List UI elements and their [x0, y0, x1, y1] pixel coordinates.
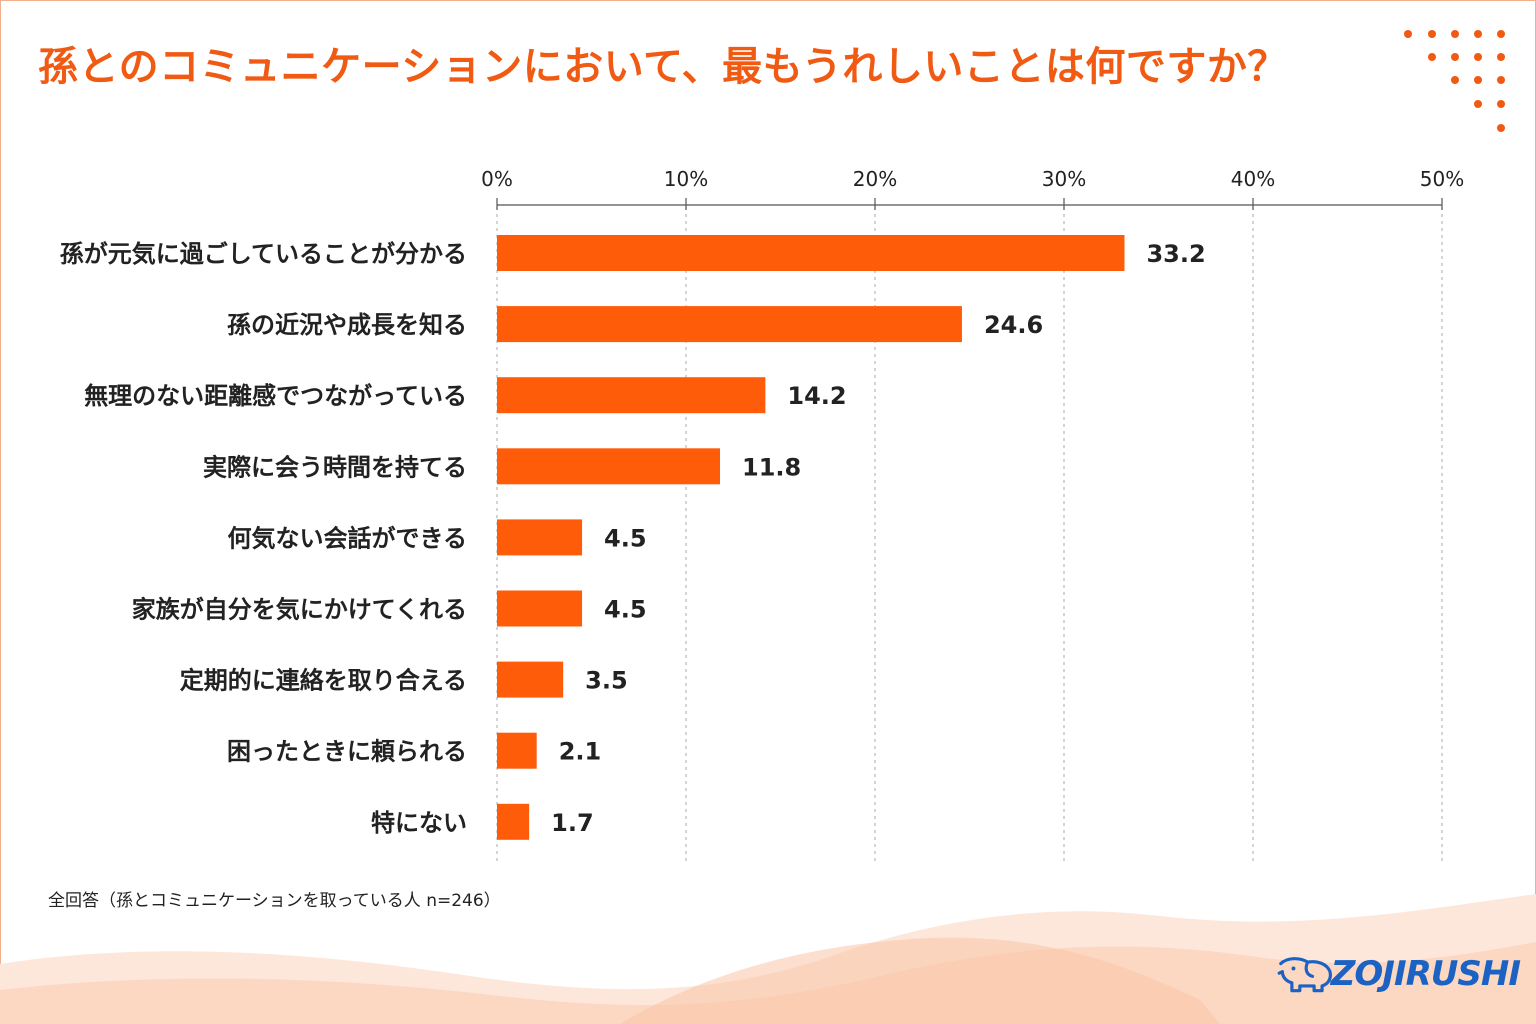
category-label: 実際に会う時間を持てる [203, 453, 467, 481]
x-tick-label: 50% [1420, 167, 1464, 191]
bar-chart: 0% 10% 20% 30% 40% 50% 孫が元気に過ごしていることが分かる 33.2孫… [60, 167, 1464, 862]
category-label: 孫が元気に過ごしていることが分かる [60, 240, 467, 268]
zojirushi-logo: ZOJIRUSHI [1276, 948, 1521, 1000]
bar [497, 803, 530, 840]
decorative-waves [0, 894, 1536, 1024]
x-tick-label: 0% [481, 167, 513, 191]
bar [497, 590, 583, 627]
page-title: 孫とのコミュニケーションにおいて、最もうれしいことは何ですか？ [38, 44, 1288, 90]
data-label: 1.7 [551, 809, 594, 837]
data-label: 14.2 [787, 382, 846, 410]
brand-name: ZOJIRUSHI [1330, 954, 1521, 994]
data-label: 3.5 [585, 667, 628, 695]
category-label: 定期的に連絡を取り合える [180, 667, 467, 695]
bar [497, 235, 1125, 271]
category-label: 特にない [371, 809, 467, 837]
bar [497, 519, 583, 556]
data-label: 4.5 [604, 524, 647, 552]
x-tick-label: 30% [1042, 167, 1086, 191]
x-tick-label: 40% [1231, 167, 1275, 191]
x-tick-label: 10% [664, 167, 708, 191]
bar [497, 732, 537, 769]
bar [497, 661, 564, 698]
data-label: 4.5 [604, 596, 647, 624]
bar [497, 448, 721, 485]
chart-bars: 孫が元気に過ごしていることが分かる 33.2 孫の近況や成長を知る 24.6 無理のない… [60, 235, 1206, 840]
bar [497, 377, 766, 414]
data-label: 2.1 [559, 738, 602, 766]
x-tick-label: 20% [853, 167, 897, 191]
elephant-icon [1277, 957, 1332, 993]
data-label: 11.8 [742, 453, 801, 481]
footnote: 全回答（孫とコミュニケーションを取っている人 n=246） [48, 891, 501, 911]
category-label: 何気ない会話ができる [227, 524, 467, 552]
bar [497, 306, 962, 343]
category-label: 孫の近況や成長を知る [227, 311, 467, 339]
category-label: 困ったときに頼られる [227, 738, 467, 766]
data-label: 24.6 [984, 311, 1043, 339]
category-label: 無理のない距離感でつながっている [84, 382, 467, 410]
data-label: 33.2 [1146, 240, 1205, 268]
chart-axis: 0% 10% 20% 30% 40% 50% [481, 167, 1464, 210]
category-label: 家族が自分を気にかけてくれる [132, 596, 467, 624]
